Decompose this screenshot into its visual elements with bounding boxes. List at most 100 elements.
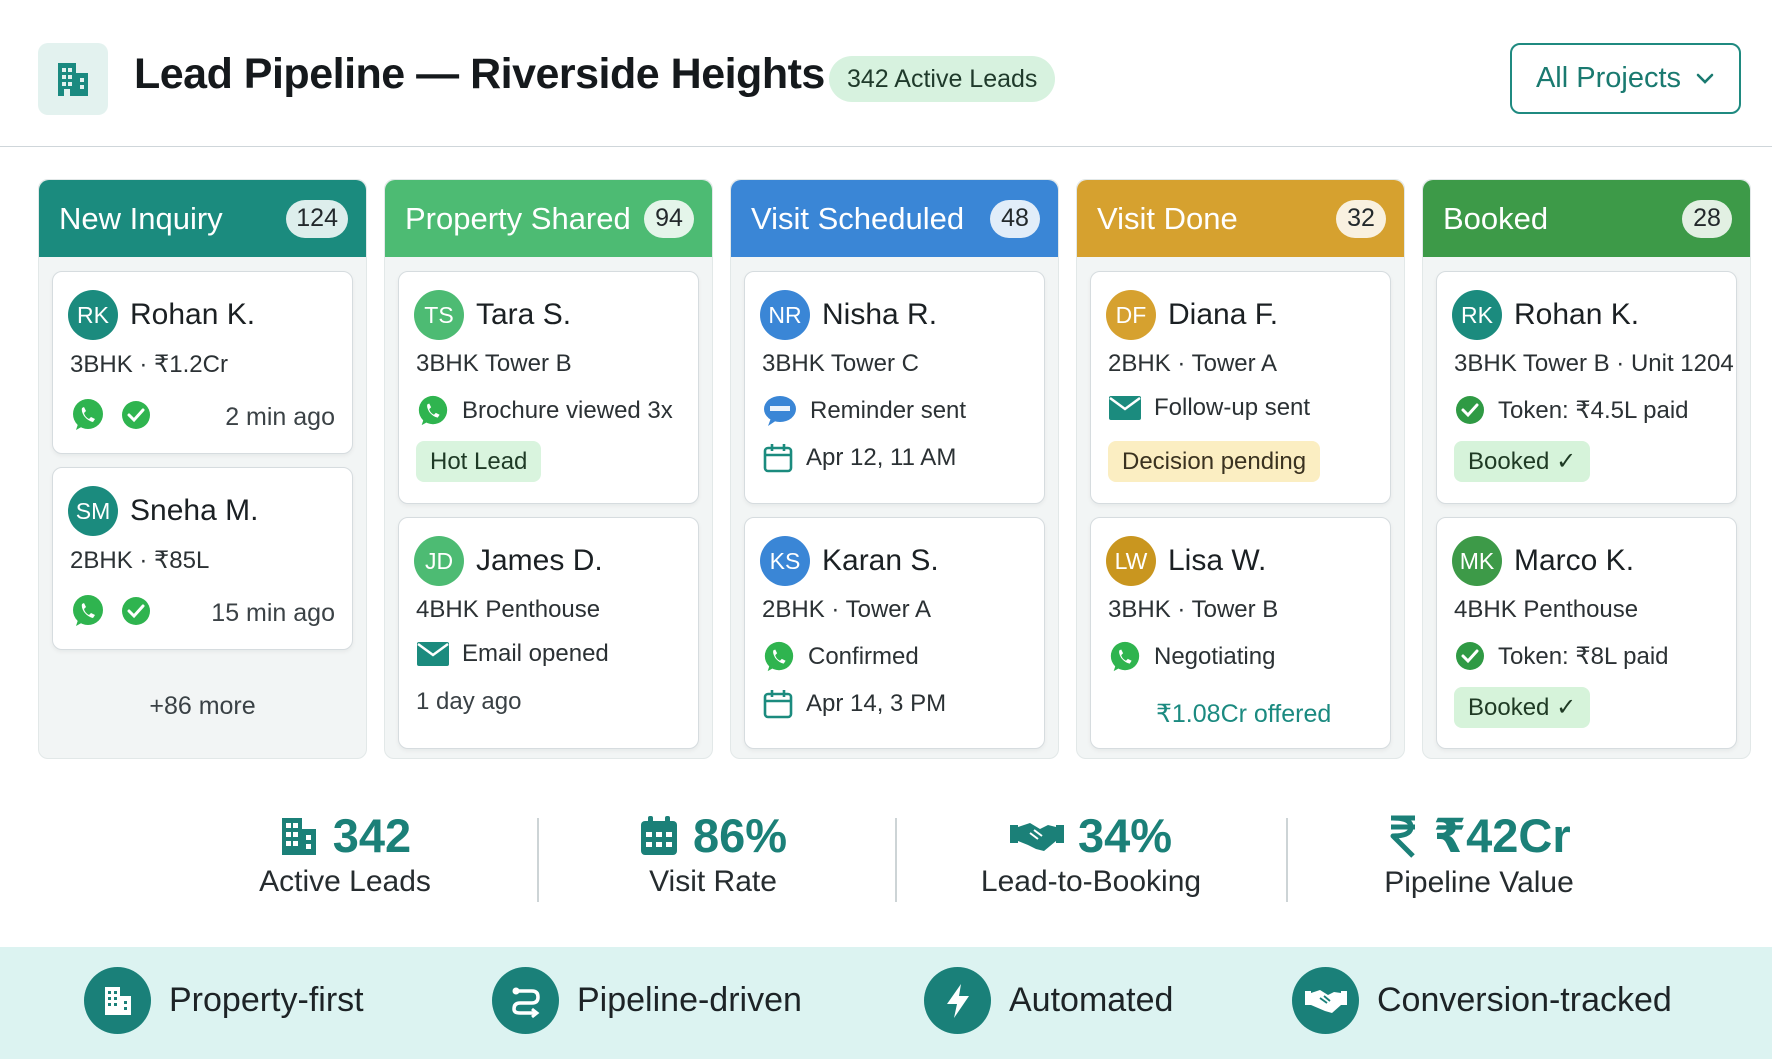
- lead-detail: 3BHK · ₹1.2Cr: [70, 351, 228, 378]
- column-header[interactable]: Property Shared 94: [385, 180, 712, 257]
- lead-card[interactable]: TS Tara S. 3BHK Tower B Brochure viewed …: [398, 271, 699, 504]
- feature-property-first: Property-first: [84, 967, 364, 1034]
- avatar: RK: [68, 290, 118, 340]
- lead-card[interactable]: KS Karan S. 2BHK · Tower A Confirmed Apr…: [744, 517, 1045, 749]
- column-header[interactable]: Visit Scheduled 48: [731, 180, 1058, 257]
- whatsapp-icon: [1110, 641, 1140, 672]
- avatar: DF: [1106, 290, 1156, 340]
- stat-label: Pipeline Value: [1384, 866, 1574, 899]
- column-header[interactable]: New Inquiry 124: [39, 180, 366, 257]
- avatar: KS: [760, 536, 810, 586]
- feature-label: Automated: [1009, 981, 1174, 1019]
- lead-activity: Follow-up sent: [1108, 394, 1310, 422]
- building-icon: [281, 817, 316, 855]
- lead-name: Diana F.: [1168, 298, 1279, 331]
- active-leads-badge: 342 Active Leads: [829, 56, 1056, 102]
- feature-icon: [492, 967, 559, 1034]
- stat-pipeline-value: ₹42Cr Pipeline Value: [1309, 808, 1649, 900]
- lead-detail: 2BHK · Tower A: [1108, 350, 1277, 377]
- timestamp: 1 day ago: [416, 688, 522, 715]
- activity-text: Negotiating: [1154, 643, 1276, 670]
- activity-text: Brochure viewed 3x: [462, 397, 673, 424]
- lead-activity: Token: ₹4.5L paid: [1454, 394, 1689, 426]
- avatar: MK: [1452, 536, 1502, 586]
- lightning-icon: [946, 983, 969, 1018]
- booked-tag: Booked ✓: [1454, 687, 1591, 728]
- stat-label: Active Leads: [259, 865, 431, 898]
- column-count: 48: [990, 199, 1040, 238]
- activity-text: Follow-up sent: [1154, 394, 1311, 421]
- lead-activity: Email opened: [416, 640, 609, 668]
- lead-card[interactable]: DF Diana F. 2BHK · Tower A Follow-up sen…: [1090, 271, 1391, 504]
- avatar: JD: [414, 536, 464, 586]
- lead-card[interactable]: SM Sneha M. 2BHK · ₹85L 15 min ago: [52, 467, 353, 650]
- hot-lead-tag: Hot Lead: [416, 441, 542, 482]
- column-title: Visit Done: [1097, 200, 1238, 236]
- lead-name: James D.: [476, 544, 603, 577]
- column-new-inquiry: New Inquiry 124 RK Rohan K. 3BHK · ₹1.2C…: [38, 179, 367, 759]
- lead-detail: 4BHK Penthouse: [416, 596, 601, 623]
- whatsapp-icon[interactable]: [70, 593, 106, 629]
- feature-icon: [84, 967, 151, 1034]
- lead-activity: Confirmed: [762, 640, 919, 674]
- check-circle-icon: [1456, 642, 1484, 670]
- avatar: RK: [1452, 290, 1502, 340]
- route-icon: [511, 987, 540, 1018]
- feature-label: Pipeline-driven: [577, 981, 802, 1019]
- lead-name: Nisha R.: [822, 298, 938, 331]
- stat-value: ₹42Cr: [1433, 809, 1571, 862]
- stat-active-leads: 342 Active Leads: [185, 808, 505, 899]
- stat-lead-to-booking: 34% Lead-to-Booking: [931, 808, 1251, 899]
- stat-value: 34%: [1077, 809, 1173, 862]
- activity-text: Email opened: [462, 640, 609, 667]
- building-icon: [58, 63, 88, 96]
- avatar: SM: [68, 486, 118, 536]
- lead-activity: Negotiating: [1108, 640, 1275, 674]
- column-title: Property Shared: [405, 200, 631, 236]
- handshake-icon: [1304, 989, 1347, 1013]
- stat-value: 86%: [692, 809, 788, 862]
- handshake-icon: [1009, 822, 1064, 851]
- column-title: Visit Scheduled: [751, 200, 965, 236]
- sms-icon: [764, 396, 796, 426]
- lead-detail: 2BHK · Tower A: [762, 596, 931, 623]
- features-band: [0, 947, 1772, 1059]
- lead-card[interactable]: NR Nisha R. 3BHK Tower C Reminder sent A…: [744, 271, 1045, 504]
- lead-card[interactable]: RK Rohan K. 3BHK Tower B · Unit 1204 Tok…: [1436, 271, 1737, 504]
- more-leads-link[interactable]: +86 more: [149, 692, 256, 720]
- avatar: TS: [414, 290, 464, 340]
- feature-conversion-tracked: Conversion-tracked: [1292, 967, 1672, 1034]
- offer-amount: ₹1.08Cr offered: [1156, 700, 1332, 728]
- whatsapp-icon[interactable]: [70, 397, 106, 433]
- column-booked: Booked 28 RK Rohan K. 3BHK Tower B · Uni…: [1422, 179, 1751, 759]
- whatsapp-icon: [764, 641, 794, 672]
- divider: [1286, 818, 1288, 902]
- rupee-icon: [1390, 815, 1416, 858]
- feature-label: Property-first: [169, 981, 364, 1019]
- check-circle-icon: [1456, 396, 1484, 424]
- column-visit-scheduled: Visit Scheduled 48 NR Nisha R. 3BHK Towe…: [730, 179, 1059, 759]
- lead-card[interactable]: LW Lisa W. 3BHK · Tower B Negotiating ₹1…: [1090, 517, 1391, 749]
- column-header[interactable]: Booked 28: [1423, 180, 1750, 257]
- activity-text: Reminder sent: [810, 397, 967, 424]
- lead-detail: 4BHK Penthouse: [1454, 596, 1639, 623]
- lead-card[interactable]: MK Marco K. 4BHK Penthouse Token: ₹8L pa…: [1436, 517, 1737, 749]
- lead-activity: Reminder sent: [762, 394, 966, 428]
- lead-detail: 3BHK Tower B: [416, 350, 572, 377]
- project-dropdown-label: All Projects: [1535, 62, 1682, 94]
- email-icon: [417, 642, 449, 666]
- project-dropdown[interactable]: All Projects: [1510, 43, 1741, 114]
- lead-name: Lisa W.: [1168, 544, 1267, 577]
- lead-detail: 3BHK Tower B · Unit 1204: [1454, 350, 1734, 377]
- column-header[interactable]: Visit Done 32: [1077, 180, 1404, 257]
- stat-label: Visit Rate: [649, 865, 777, 898]
- calendar-icon: [640, 815, 677, 855]
- lead-detail: 3BHK · Tower B: [1108, 596, 1279, 623]
- decision-pending-tag: Decision pending: [1108, 441, 1321, 482]
- lead-card[interactable]: JD James D. 4BHK Penthouse Email opened …: [398, 517, 699, 749]
- logo: [38, 43, 108, 115]
- lead-card[interactable]: RK Rohan K. 3BHK · ₹1.2Cr 2 min ago: [52, 271, 353, 454]
- column-property-shared: Property Shared 94 TS Tara S. 3BHK Tower…: [384, 179, 713, 759]
- column-title: Booked: [1443, 200, 1549, 236]
- visit-date: Apr 12, 11 AM: [762, 442, 956, 474]
